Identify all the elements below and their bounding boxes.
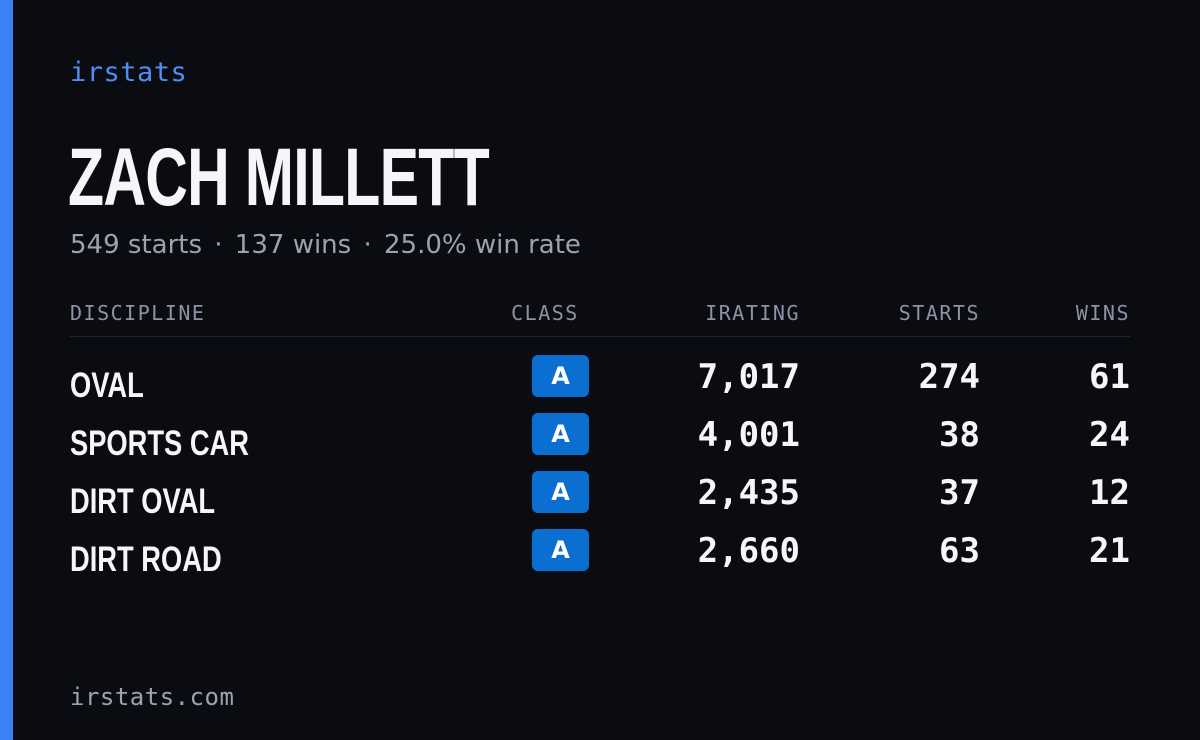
license-class-badge: A [532,471,589,513]
discipline-name: SPORTS CAR [70,424,249,463]
career-summary: 549 starts · 137 wins · 25.0% win rate [70,228,581,262]
header-irating: IRATING [705,301,800,325]
summary-wins: 137 wins [234,230,352,260]
table-body: OVAL A 7,017 274 61 SPORTS CAR A 4,001 3… [70,353,1130,585]
irating-value: 2,435 [697,473,800,513]
header-starts: STARTS [898,301,980,325]
header-class: CLASS [511,301,579,325]
irating-value: 4,001 [697,415,800,455]
table-row: DIRT OVAL A 2,435 37 12 [70,469,1130,527]
table-row: OVAL A 7,017 274 61 [70,353,1130,411]
irating-value: 2,660 [697,531,800,571]
irating-value: 7,017 [697,357,800,397]
license-class-badge: A [532,529,589,571]
wins-value: 12 [1089,473,1130,513]
summary-separator: · [363,230,372,260]
header-wins: WINS [1075,301,1130,325]
discipline-stats-table: DISCIPLINE CLASS IRATING STARTS WINS OVA… [70,296,1130,585]
license-class-badge: A [532,355,589,397]
table-header: DISCIPLINE CLASS IRATING STARTS WINS [70,296,1130,337]
table-row: DIRT ROAD A 2,660 63 21 [70,527,1130,585]
starts-value: 37 [939,473,980,513]
wins-value: 21 [1089,531,1130,571]
table-row: SPORTS CAR A 4,001 38 24 [70,411,1130,469]
header-discipline: DISCIPLINE [70,301,206,325]
player-name: ZACH MILLETT [68,132,490,223]
wins-value: 61 [1089,357,1130,397]
discipline-name: OVAL [70,366,144,405]
wins-value: 24 [1089,415,1130,455]
license-class-badge: A [532,413,589,455]
brand-logo-text[interactable]: irstats [70,57,188,88]
summary-starts: 549 starts [70,230,202,260]
footer-site-url[interactable]: irstats.com [70,683,235,711]
starts-value: 38 [939,415,980,455]
discipline-name: DIRT OVAL [70,482,216,521]
summary-separator: · [214,230,223,260]
starts-value: 63 [939,531,980,571]
discipline-name: DIRT ROAD [70,540,222,579]
summary-win-rate: 25.0% win rate [384,230,581,260]
accent-bar [0,0,13,740]
starts-value: 274 [918,357,980,397]
